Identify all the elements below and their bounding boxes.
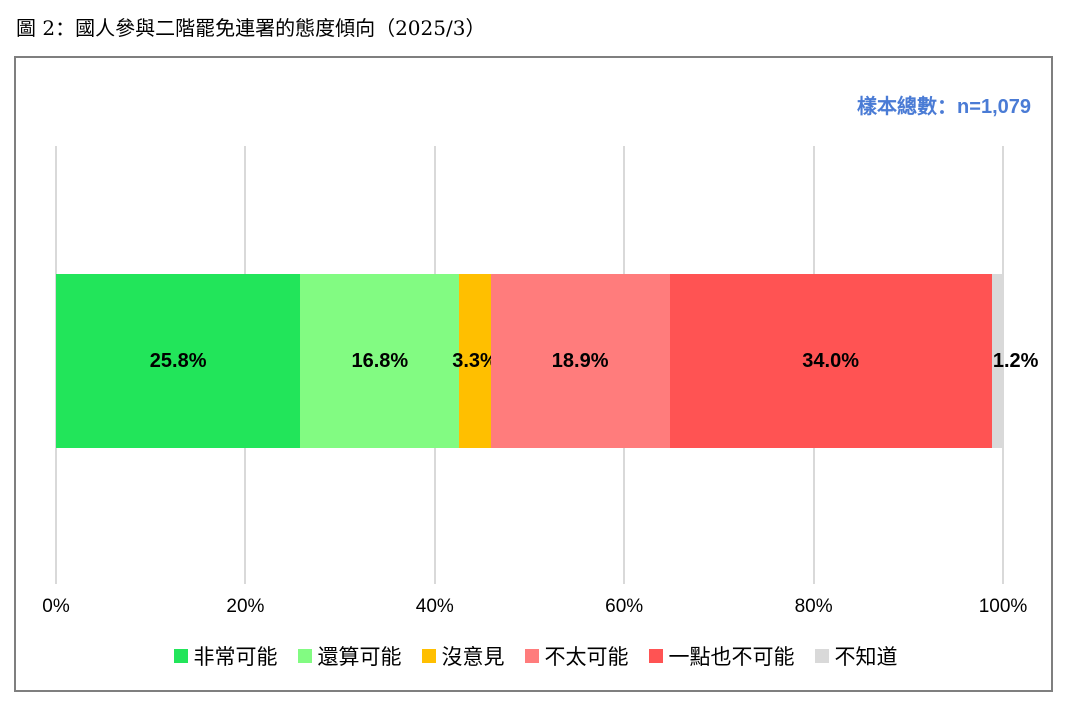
figure-title: 圖 2：國人參與二階罷免連署的態度傾向（2025/3） [16,16,486,40]
legend-label: 一點也不可能 [668,646,795,669]
x-tick-label: 40% [415,596,454,617]
bar-segment [300,274,460,448]
legend-item: 一點也不可能 [648,641,795,671]
legend-swatch [173,649,188,663]
sample-size-label: 樣本總數：n=1,079 [857,96,1031,118]
x-tick-label: 0% [42,596,70,617]
legend-label: 還算可能 [317,646,402,669]
plot-area: 0% 20% 40% 60% 80% 100% 25.8% 16.8% 3.3% 18.9% 34.… [16,58,1055,694]
x-tick-label: 80% [794,596,833,617]
gridline [1002,146,1004,584]
legend-label: 不知道 [834,646,898,669]
data-label: 16.8% [351,350,409,372]
chart-frame: 0% 20% 40% 60% 80% 100% 25.8% 16.8% 3.3% 18.9% 34.… [14,56,1053,692]
legend-item: 沒意見 [421,641,505,671]
legend-swatch [421,649,436,663]
legend-swatch [814,649,829,663]
x-tick-label: 20% [226,596,265,617]
legend: 非常可能 還算可能 沒意見 不太可能 一點也不可能 不知道 [16,641,1055,671]
data-label: 34.0% [802,350,859,372]
legend-item: 不太可能 [524,641,629,671]
x-tick-label: 100% [978,596,1028,617]
legend-item: 非常可能 [173,641,278,671]
legend-item: 不知道 [814,641,898,671]
bar-segment [459,274,491,448]
legend-swatch [524,649,539,663]
bar-segment [490,274,670,448]
legend-item: 還算可能 [297,641,402,671]
bar-segment [991,274,1003,448]
data-label: 3.3% [452,350,498,372]
bar-segment [56,274,301,448]
x-tick-label: 60% [605,596,644,617]
data-label: 18.9% [551,350,609,372]
legend-swatch [297,649,312,663]
legend-swatch [648,649,663,663]
data-label: 25.8% [149,350,207,372]
legend-label: 非常可能 [193,646,278,669]
bar-segment [669,274,992,448]
data-label: 1.2% [992,350,1039,372]
legend-label: 沒意見 [441,646,505,669]
legend-label: 不太可能 [544,646,629,669]
